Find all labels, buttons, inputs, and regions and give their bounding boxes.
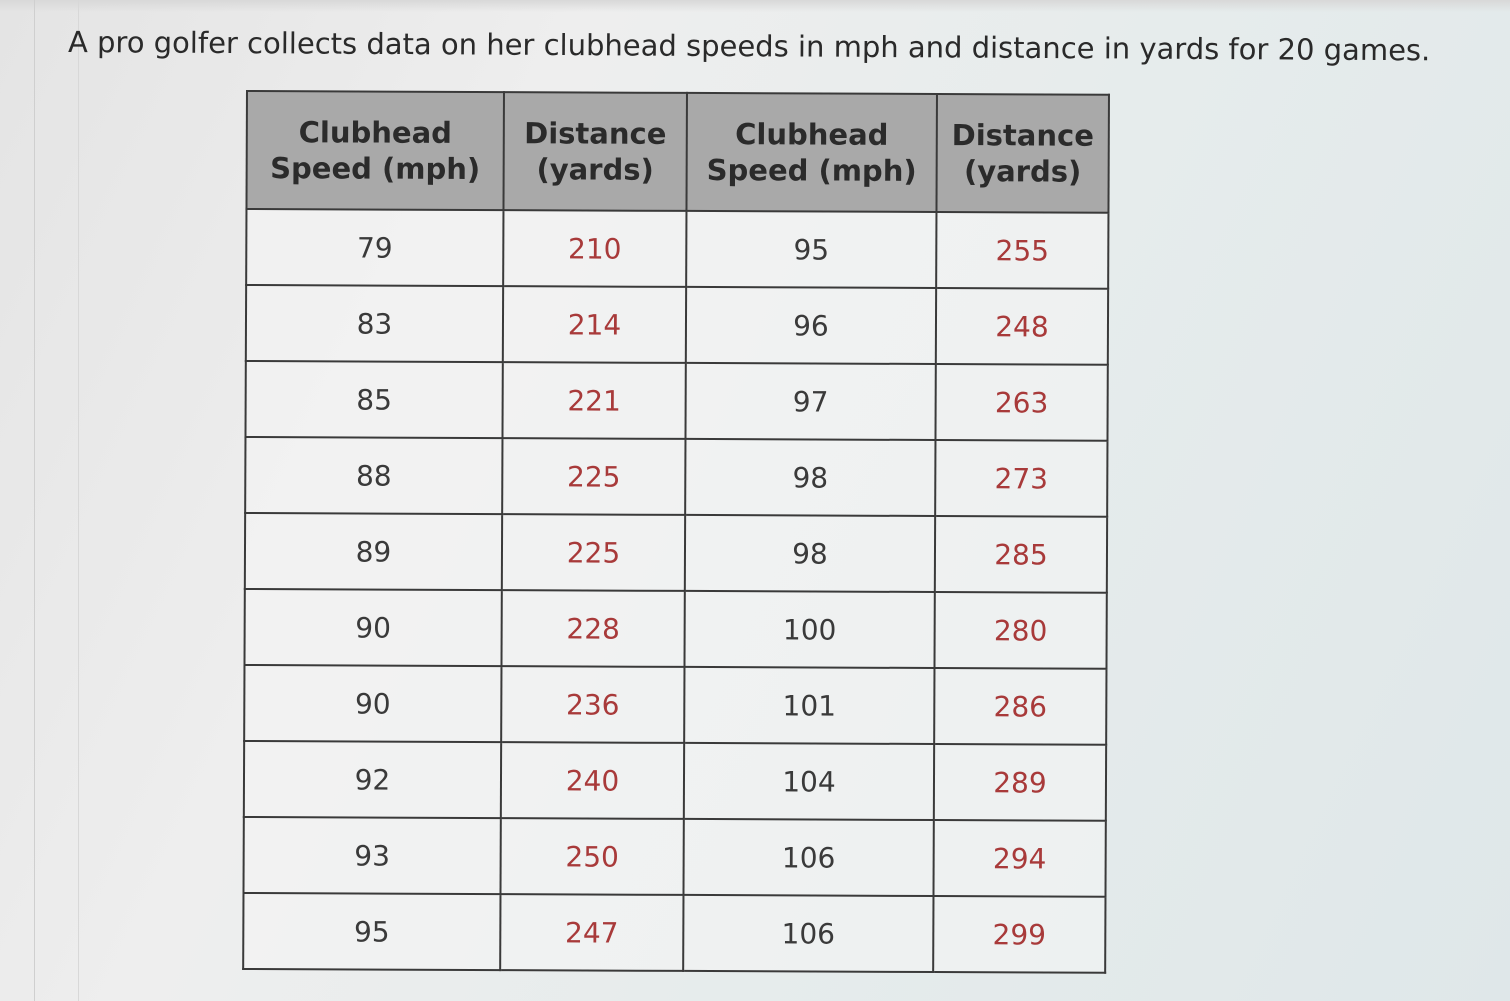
table-row: 89 225 98 285 xyxy=(244,513,1108,593)
header-clubhead-speed: Clubhead Speed (mph) xyxy=(246,91,504,211)
table-row: 90 228 100 280 xyxy=(244,588,1107,669)
distance-cell: 294 xyxy=(933,820,1106,897)
header-distance: Distance (yards) xyxy=(936,94,1109,213)
speed-cell: 95 xyxy=(243,892,501,971)
speed-cell: 98 xyxy=(685,438,936,517)
distance-cell: 225 xyxy=(501,514,686,591)
speed-cell: 96 xyxy=(685,286,937,365)
distance-cell: 228 xyxy=(501,590,685,667)
header-line: Speed (mph) xyxy=(270,151,481,187)
speed-cell: 89 xyxy=(244,513,503,591)
speed-cell: 85 xyxy=(245,361,503,439)
distance-cell: 210 xyxy=(503,210,687,287)
distance-cell: 221 xyxy=(502,362,686,439)
distance-cell: 289 xyxy=(933,744,1107,821)
speed-cell: 106 xyxy=(683,894,934,973)
table-row: 88 225 98 273 xyxy=(245,437,1108,517)
speed-cell: 92 xyxy=(243,740,502,819)
table-row: 85 221 97 263 xyxy=(245,361,1108,441)
header-line: Distance xyxy=(524,116,667,151)
distance-cell: 248 xyxy=(935,288,1109,365)
table-row: 92 240 104 289 xyxy=(243,740,1107,821)
speed-cell: 98 xyxy=(684,514,936,593)
header-line: Speed (mph) xyxy=(706,153,917,188)
table-row: 93 250 106 294 xyxy=(243,816,1106,897)
distance-cell: 255 xyxy=(936,212,1109,289)
speed-cell: 101 xyxy=(684,666,935,745)
distance-cell: 273 xyxy=(935,440,1108,517)
page-margin-line xyxy=(34,0,35,1001)
distance-cell: 263 xyxy=(935,364,1108,441)
table-row: 79 210 95 255 xyxy=(246,209,1109,289)
table-row: 90 236 101 286 xyxy=(244,664,1107,745)
distance-cell: 280 xyxy=(934,592,1107,669)
distance-cell: 250 xyxy=(500,818,684,895)
speed-cell: 106 xyxy=(683,818,934,897)
distance-cell: 286 xyxy=(934,668,1107,745)
distance-cell: 214 xyxy=(502,286,687,363)
speed-cell: 90 xyxy=(244,664,502,743)
header-distance: Distance (yards) xyxy=(503,92,687,211)
distance-cell: 299 xyxy=(933,896,1106,973)
distance-cell: 236 xyxy=(501,666,685,743)
header-line: (yards) xyxy=(536,152,654,187)
distance-cell: 285 xyxy=(934,516,1108,593)
speed-cell: 95 xyxy=(686,210,937,289)
golf-data-table: Clubhead Speed (mph) Distance (yards) Club… xyxy=(242,90,1110,974)
speed-cell: 83 xyxy=(245,285,504,363)
speed-cell: 104 xyxy=(683,742,935,821)
speed-cell: 79 xyxy=(246,209,504,287)
header-line: Clubhead xyxy=(735,117,889,152)
speed-cell: 88 xyxy=(245,437,503,515)
table-row: 95 247 106 299 xyxy=(243,892,1106,973)
speed-cell: 90 xyxy=(244,588,502,667)
header-line: (yards) xyxy=(963,154,1082,189)
speed-cell: 93 xyxy=(243,816,501,895)
table-row: 83 214 96 248 xyxy=(245,285,1109,365)
speed-cell: 97 xyxy=(685,362,936,441)
distance-cell: 240 xyxy=(500,742,685,819)
table-header-row: Clubhead Speed (mph) Distance (yards) Club… xyxy=(246,91,1109,213)
header-line: Clubhead xyxy=(298,115,453,150)
distance-cell: 225 xyxy=(502,438,686,515)
header-line: Distance xyxy=(951,118,1094,153)
speed-cell: 100 xyxy=(684,590,935,669)
distance-cell: 247 xyxy=(500,894,684,971)
screen-top-edge xyxy=(0,0,1510,12)
header-clubhead-speed: Clubhead Speed (mph) xyxy=(686,92,937,213)
problem-statement: A pro golfer collects data on her clubhe… xyxy=(67,25,1431,68)
page-margin-line xyxy=(78,0,79,1001)
